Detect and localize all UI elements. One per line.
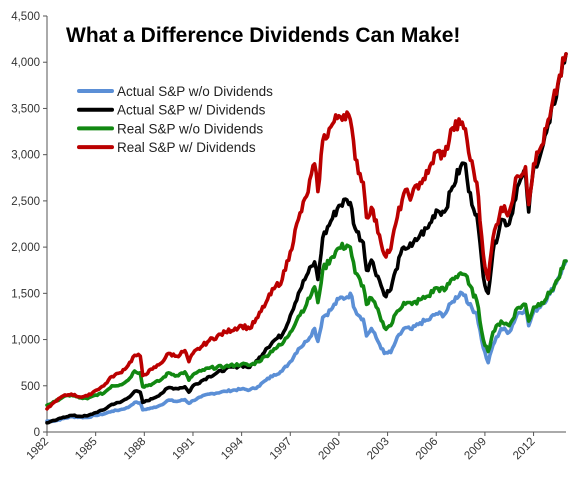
legend-label: Real S&P w/o Dividends [117,121,263,136]
series-line-actual-sp-w-dividends [45,52,568,425]
y-tick-label: 0 [34,427,40,439]
series-line-real-sp-w-o-dividends [45,241,568,407]
series-line-real-sp-w-dividends [45,52,568,411]
y-tick-label: 3,500 [11,103,40,115]
y-tick-label: 4,000 [11,57,40,69]
y-tick-label: 3,000 [11,150,40,162]
y-tick-label: 1,500 [11,288,40,300]
legend-label: Actual S&P w/ Dividends [117,103,266,118]
y-tick-label: 2,000 [11,242,40,254]
legend-label: Actual S&P w/o Dividends [117,84,273,99]
series-group [45,52,568,425]
y-tick-label: 1,000 [11,335,40,347]
y-tick-label: 2,500 [11,196,40,208]
y-tick-label: 4,500 [11,11,40,23]
legend: Actual S&P w/o Dividends Actual S&P w/ Di… [77,84,273,155]
legend-label: Real S&P w/ Dividends [117,140,256,155]
y-tick-label: 500 [21,381,40,393]
y-axis: 0 500 1,000 1,500 2,000 2,500 3,000 3,500 4,000 4… [11,11,48,439]
chart-title: What a Difference Dividends Can Make! [66,24,460,47]
